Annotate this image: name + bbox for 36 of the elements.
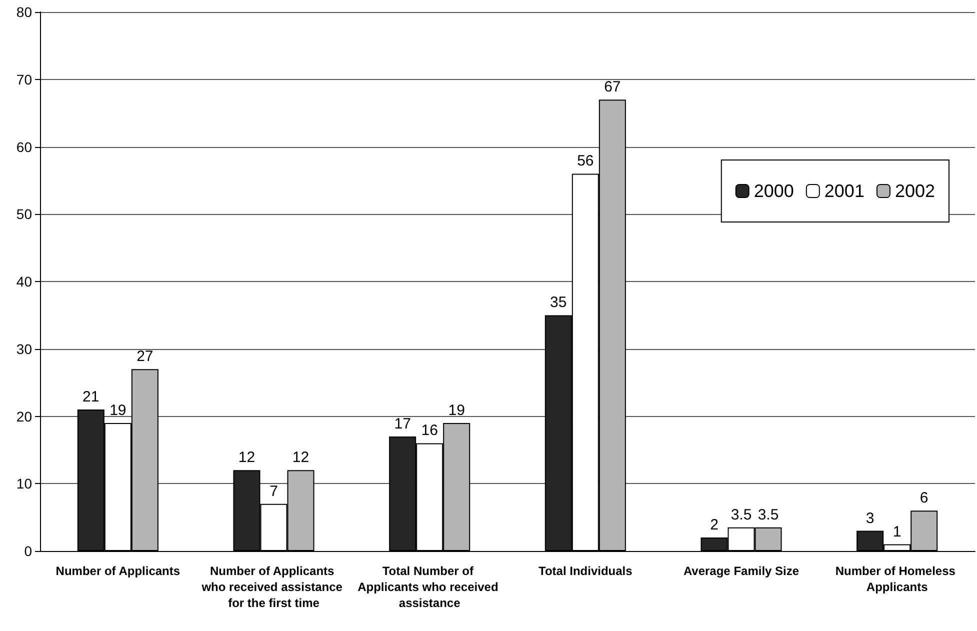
data-label: 16: [421, 422, 438, 440]
x-tick-label: Average Family Size: [683, 564, 800, 578]
legend-label: 2000: [754, 181, 794, 201]
data-label: 6: [920, 490, 928, 507]
y-tick-label: 70: [16, 71, 32, 88]
data-label: 19: [110, 402, 126, 419]
y-tick-label: 40: [16, 274, 32, 290]
data-label: 3: [866, 510, 874, 527]
y-tick-label: 30: [16, 340, 32, 357]
data-label: 3.5: [730, 506, 752, 524]
data-label: 12: [238, 449, 256, 466]
x-tick-label: Number of Applicants who received assistance for the first time: [200, 564, 346, 610]
data-label: 27: [136, 348, 154, 366]
y-tick-label: 60: [16, 138, 32, 155]
data-label: 1: [892, 523, 902, 540]
y-tick-label: 0: [24, 543, 32, 559]
data-label: 2: [710, 516, 718, 534]
data-label: 19: [448, 402, 465, 419]
data-label: 3.5: [758, 506, 779, 524]
y-tick-label: 10: [16, 476, 32, 492]
data-label: 21: [82, 388, 100, 406]
data-label: 67: [604, 78, 621, 96]
legend-label: 2002: [894, 181, 936, 201]
x-tick-label: Total Number of Applicants who received assistance: [358, 564, 502, 610]
y-tick-label: 50: [16, 206, 32, 222]
data-label: 56: [577, 152, 594, 170]
y-tick-label: 20: [16, 408, 32, 424]
data-label: 7: [270, 482, 278, 500]
x-tick-label: Total Individuals: [538, 564, 633, 578]
x-tick-label: Number of Homeless Applicants: [835, 564, 959, 594]
data-label: 12: [292, 449, 310, 466]
x-tick-label: Number of Applicants: [56, 564, 180, 578]
data-label: 35: [550, 294, 567, 312]
data-label: 17: [394, 415, 411, 432]
y-tick-label: 80: [16, 4, 32, 20]
legend-label: 2001: [824, 181, 864, 201]
